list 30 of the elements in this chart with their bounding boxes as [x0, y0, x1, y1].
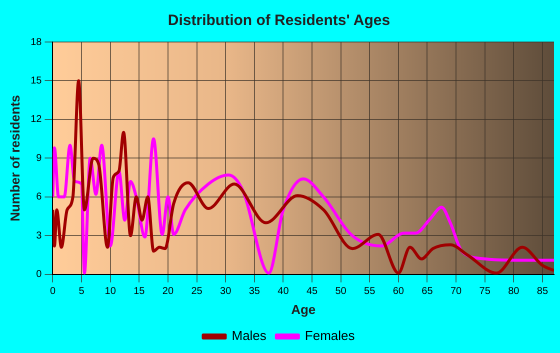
y-tick-label: 12 [30, 114, 42, 126]
chart-title: Distribution of Residents' Ages [168, 12, 390, 30]
x-axis-title: Age [291, 302, 316, 317]
x-tick-label: 60 [392, 286, 404, 298]
y-tick-label: 0 [36, 269, 42, 280]
x-tick-label: 25 [191, 286, 203, 298]
y-tick-label: 15 [30, 75, 42, 86]
x-tick-label: 70 [450, 286, 462, 298]
x-tick-label: 75 [479, 286, 491, 298]
legend-label: Males [232, 328, 267, 344]
x-tick-label: 0 [50, 286, 56, 298]
x-tick-label: 80 [508, 286, 520, 298]
y-tick-label: 6 [36, 192, 42, 203]
y-tick-label: 9 [36, 152, 42, 164]
y-axis-title: Number of residents [7, 94, 22, 222]
x-tick-label: 65 [422, 286, 434, 298]
x-tick-label: 55 [364, 286, 376, 298]
x-tick-label: 35 [248, 286, 260, 298]
legend-label: Females [304, 328, 356, 344]
x-tick-label: 10 [104, 286, 116, 298]
x-tick-label: 15 [134, 286, 146, 298]
x-tick-label: 30 [220, 286, 232, 298]
x-tick-label: 50 [335, 286, 347, 298]
x-tick-label: 45 [306, 286, 318, 298]
y-tick-label: 3 [36, 230, 42, 242]
x-tick-label: 85 [536, 286, 548, 298]
x-tick-label: 5 [78, 286, 85, 298]
y-tick-label: 18 [30, 36, 42, 48]
x-tick-label: 20 [162, 286, 174, 298]
x-tick-label: 40 [278, 286, 290, 298]
